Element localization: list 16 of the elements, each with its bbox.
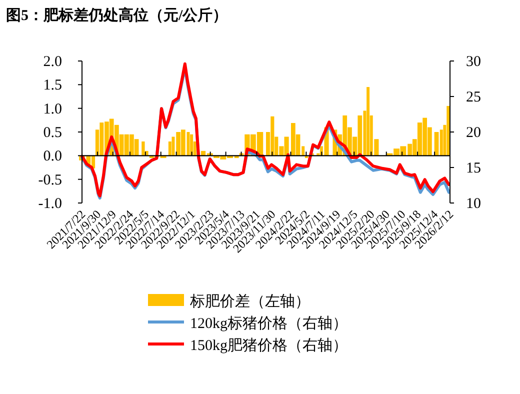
y2-tick-label: 10: [466, 196, 481, 212]
chart-title: 图5：肥标差仍处高位（元/公斤）: [6, 6, 228, 24]
y-tick-label: 1.0: [43, 101, 62, 118]
y-tick-label: 2.0: [43, 54, 62, 70]
y-tick-label: -0.5: [38, 172, 62, 188]
legend-label: 120kg标猪价格（右轴）: [190, 315, 348, 332]
y2-tick-label: 15: [466, 160, 481, 176]
y2-tick-label: 20: [466, 125, 481, 141]
y-tick-label: 0.5: [43, 125, 62, 141]
legend-label: 150kg肥猪价格（右轴）: [190, 337, 348, 354]
y-tick-label: 1.5: [43, 78, 62, 94]
y-tick-label: -1.0: [38, 196, 62, 212]
y2-tick-label: 30: [466, 54, 481, 70]
y-tick-label: 0.0: [43, 148, 62, 165]
y2-tick-label: 25: [466, 90, 481, 106]
legend-label: 标肥价差（左轴）: [189, 293, 310, 310]
